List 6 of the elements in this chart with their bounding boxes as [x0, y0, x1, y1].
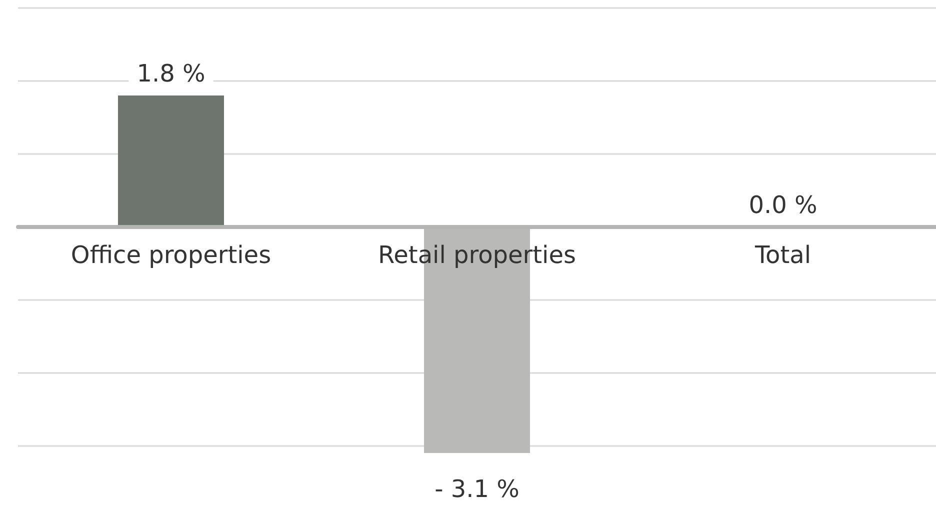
data-label: 0.0 %: [748, 190, 818, 219]
x-tick-label: Retail properties: [378, 240, 576, 269]
x-tick-label: Office properties: [70, 240, 272, 269]
data-label: - 3.1 %: [434, 475, 520, 503]
x-tick-label: Total: [754, 240, 812, 269]
data-label: 1.8 %: [136, 60, 206, 88]
